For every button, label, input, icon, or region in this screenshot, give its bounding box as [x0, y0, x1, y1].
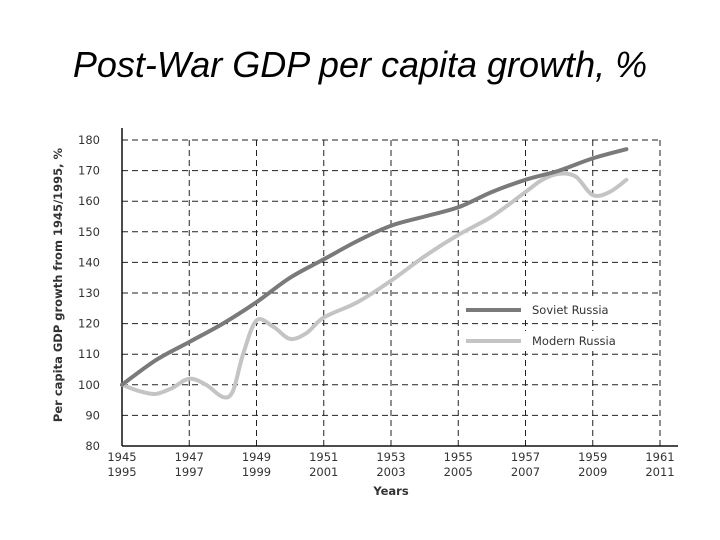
x-tick-label-bottom: 2011 — [645, 465, 674, 479]
x-tick-label-bottom: 1997 — [175, 465, 204, 479]
y-tick-label: 100 — [78, 378, 100, 392]
gridlines — [122, 139, 661, 446]
legend-label-soviet-russia: Soviet Russia — [532, 303, 609, 317]
y-tick-label: 150 — [78, 225, 100, 239]
y-tick-label: 180 — [78, 133, 100, 147]
x-tick-label-bottom: 1999 — [242, 465, 271, 479]
legend: Soviet Russia Modern Russia — [460, 300, 654, 351]
x-axis-title: Years — [372, 484, 409, 498]
axes — [121, 128, 678, 447]
x-tick-label-bottom: 2001 — [309, 465, 338, 479]
x-tick-label-bottom: 2009 — [578, 465, 607, 479]
x-tick-label-top: 1961 — [645, 450, 674, 464]
slide-title: Post-War GDP per capita growth, % — [72, 44, 648, 85]
y-tick-label: 120 — [78, 317, 100, 331]
x-tick-label-top: 1945 — [107, 450, 136, 464]
x-tick-label-bottom: 1995 — [107, 465, 136, 479]
x-tick-label-top: 1953 — [376, 450, 405, 464]
x-tick-label-top: 1947 — [175, 450, 204, 464]
y-tick-label: 160 — [78, 194, 100, 208]
legend-bg — [460, 300, 654, 320]
x-tick-label-top: 1951 — [309, 450, 338, 464]
y-tick-label: 110 — [78, 347, 100, 361]
x-tick-label-bottom: 2005 — [444, 465, 473, 479]
series-line-modern-russia — [120, 171, 629, 400]
y-axis-title: Per capita GDP growth from 1945/1995, % — [51, 147, 65, 422]
y-tick-label: 140 — [78, 255, 100, 269]
legend-label-modern-russia: Modern Russia — [532, 334, 616, 348]
x-tick-label-top: 1959 — [578, 450, 607, 464]
legend-bg — [460, 331, 654, 351]
x-tick-label-top: 1949 — [242, 450, 271, 464]
y-tick-label: 80 — [85, 439, 100, 453]
y-tick-label: 170 — [78, 164, 100, 178]
x-tick-label-bottom: 2007 — [511, 465, 540, 479]
y-tick-label: 130 — [78, 286, 100, 300]
x-tick-label-top: 1957 — [511, 450, 540, 464]
y-tick-labels: 80 90 100 110 120 130 140 150 160 170 180 — [78, 133, 100, 453]
x-tick-label-top: 1955 — [444, 450, 473, 464]
y-tick-label: 90 — [85, 408, 100, 422]
x-tick-label-bottom: 2003 — [376, 465, 405, 479]
series-line-soviet-russia — [120, 147, 629, 387]
data-series — [120, 147, 629, 400]
